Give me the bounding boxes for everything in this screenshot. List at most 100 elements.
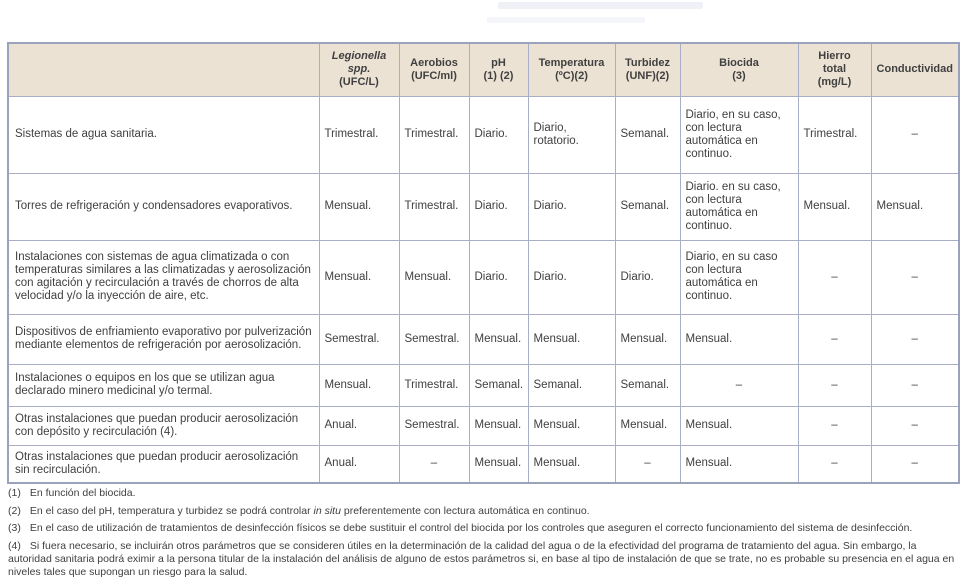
header-row: Legionella spp. (UFC/L) Aerobios (UFC/ml… <box>7 42 960 97</box>
cell-ph: Mensual. <box>468 405 529 446</box>
header-line: Aerobios <box>410 56 458 69</box>
header-conductividad: Conductividad <box>870 42 960 97</box>
table-row: Instalaciones con sistemas de agua clima… <box>7 239 960 315</box>
cell-aerobios: – <box>398 444 470 484</box>
footnotes: (1) En función del biocida. (2) En el caso… <box>8 487 959 583</box>
header-line: (UFC/ml) <box>411 69 457 82</box>
header-line: total <box>822 63 847 76</box>
row-label: Instalaciones o equipos en los que se ut… <box>7 363 320 407</box>
header-turbidez: Turbidez (UNF)(2) <box>614 42 681 97</box>
row-label: Sistemas de agua sanitaria. <box>7 95 320 174</box>
header-hierro-total: Hierro total (mg/L) <box>797 42 872 97</box>
cell-aerobios: Trimestral. <box>398 172 470 241</box>
footnote-3: (3) En el caso de utilización de tratamie… <box>8 522 959 535</box>
cell-hierro-total: – <box>797 444 872 484</box>
cell-conductividad: – <box>870 405 960 446</box>
footnote-text: preferentemente con lectura automática e… <box>340 504 590 517</box>
cell-legionella: Anual. <box>318 405 400 446</box>
header-line: (UFC/L) <box>339 76 379 89</box>
footnote-text: Si fuera necesario, se incluirán otros p… <box>8 539 955 578</box>
table-row: Sistemas de agua sanitaria. Trimestral. … <box>7 95 960 174</box>
row-label: Instalaciones con sistemas de agua clima… <box>7 239 320 315</box>
cell-hierro-total: – <box>797 363 872 407</box>
cell-hierro-total: – <box>797 405 872 446</box>
table-row: Instalaciones o equipos en los que se ut… <box>7 363 960 407</box>
header-legionella: Legionella spp. (UFC/L) <box>318 42 400 97</box>
cell-hierro-total: Trimestral. <box>797 95 872 174</box>
header-line: Temperatura <box>538 56 605 69</box>
cell-turbidez: Semanal. <box>614 172 681 241</box>
table-row: Torres de refrigeración y condensadores … <box>7 172 960 241</box>
cell-aerobios: Trimestral. <box>398 95 470 174</box>
footnote-number: (4) <box>8 539 21 552</box>
cell-biocida: Diario. en su caso, con lectura automáti… <box>679 172 799 241</box>
footnote-text: En función del biocida. <box>29 487 136 499</box>
row-label: Torres de refrigeración y condensadores … <box>7 172 320 241</box>
cell-biocida: Diario, en su caso, con lectura automáti… <box>679 95 799 174</box>
footnote-2: (2) En el caso del pH, temperatura y turb… <box>8 505 959 518</box>
cell-aerobios: Trimestral. <box>398 363 470 407</box>
cropped-faint-text-line <box>487 17 645 23</box>
cell-aerobios: Mensual. <box>398 239 470 315</box>
cell-turbidez: Semanal. <box>614 95 681 174</box>
cell-legionella: Anual. <box>318 444 400 484</box>
header-line: (3) <box>732 69 746 82</box>
header-line: (ºC)(2) <box>555 69 588 82</box>
cell-hierro-total: Mensual. <box>797 172 872 241</box>
cell-conductividad: Mensual. <box>870 172 960 241</box>
header-line: (1) (2) <box>483 69 514 82</box>
cell-temperatura: Mensual. <box>527 405 616 446</box>
cell-ph: Diario. <box>468 239 529 315</box>
cell-biocida: Mensual. <box>679 313 799 365</box>
cell-biocida: Mensual. <box>679 444 799 484</box>
header-line: (UNF)(2) <box>625 69 670 82</box>
cell-turbidez: Diario. <box>614 239 681 315</box>
footnote-1: (1) En función del biocida. <box>8 487 959 500</box>
cell-conductividad: – <box>870 444 960 484</box>
header-aerobios: Aerobios (UFC/ml) <box>398 42 470 97</box>
table-row: Dispositivos de enfriamiento evaporativo… <box>7 313 960 365</box>
header-ph: pH (1) (2) <box>468 42 529 97</box>
cell-turbidez: – <box>614 444 681 484</box>
cell-legionella: Mensual. <box>318 239 400 315</box>
cell-turbidez: Mensual. <box>614 313 681 365</box>
cell-hierro-total: – <box>797 313 872 365</box>
cell-ph: Diario. <box>468 172 529 241</box>
cell-aerobios: Semestral. <box>398 313 470 365</box>
cell-temperatura: Mensual. <box>527 313 616 365</box>
cell-legionella: Semestral. <box>318 313 400 365</box>
monitoring-frequency-table: Legionella spp. (UFC/L) Aerobios (UFC/ml… <box>7 42 960 484</box>
cell-turbidez: Semanal. <box>614 363 681 407</box>
cell-legionella: Mensual. <box>318 172 400 241</box>
cell-biocida: Diario, en su caso con lectura automátic… <box>679 239 799 315</box>
footnote-text: En el caso de utilización de tratamiento… <box>29 522 913 534</box>
header-line: Biocida <box>719 56 759 69</box>
cell-ph: Semanal. <box>468 363 529 407</box>
row-label: Otras instalaciones que puedan producir … <box>7 444 320 484</box>
header-line: pH <box>491 56 506 69</box>
header-line: Conductividad <box>876 63 953 76</box>
footnote-number: (2) <box>8 504 21 517</box>
cell-conductividad: – <box>870 95 960 174</box>
header-line: spp. <box>347 63 371 76</box>
footnote-text: En el caso del pH, temperatura y turbide… <box>29 504 314 517</box>
cell-temperatura: Mensual. <box>527 444 616 484</box>
cropped-faint-text-line <box>498 2 703 9</box>
row-label: Otras instalaciones que puedan producir … <box>7 405 320 446</box>
cell-biocida: – <box>679 363 799 407</box>
cell-biocida: Mensual. <box>679 405 799 446</box>
header-biocida: Biocida (3) <box>679 42 799 97</box>
header-line: Legionella <box>331 50 387 63</box>
footnote-number: (3) <box>8 522 21 534</box>
table-body: Sistemas de agua sanitaria. Trimestral. … <box>7 95 960 484</box>
row-label: Dispositivos de enfriamiento evaporativo… <box>7 313 320 365</box>
header-line: Hierro <box>818 50 851 63</box>
table-row: Otras instalaciones que puedan producir … <box>7 444 960 484</box>
cell-temperatura: Semanal. <box>527 363 616 407</box>
cell-ph: Diario. <box>468 95 529 174</box>
header-line: Turbidez <box>624 56 670 69</box>
cell-turbidez: Mensual. <box>614 405 681 446</box>
cell-temperatura: Diario. <box>527 239 616 315</box>
header-temperatura: Temperatura (ºC)(2) <box>527 42 616 97</box>
